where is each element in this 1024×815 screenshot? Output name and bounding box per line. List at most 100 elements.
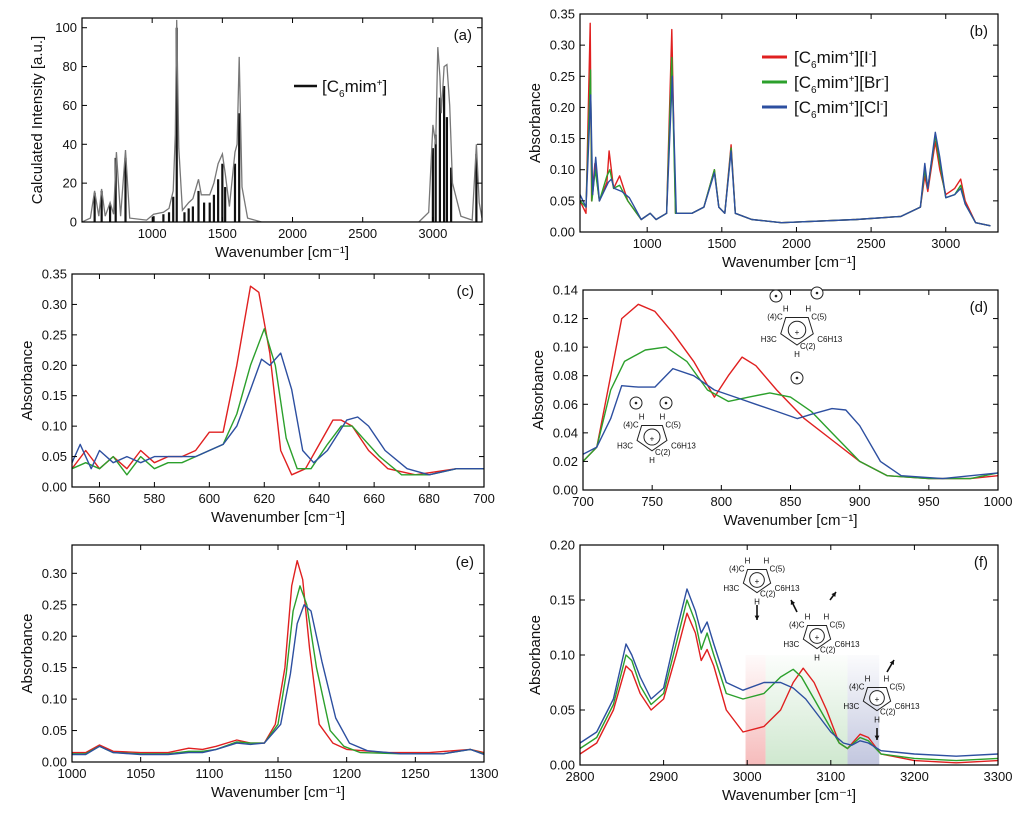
x-tick-label: 3100: [816, 769, 845, 784]
x-tick-label: 2500: [857, 236, 886, 251]
highlight-band: [745, 655, 766, 765]
atom-label: (4)C: [729, 565, 745, 574]
y-tick-label: 0.20: [550, 100, 575, 115]
legend-label-I: [C6mim+][I-]: [794, 48, 877, 71]
plot-frame: [81, 17, 483, 223]
atom-label: H: [659, 413, 665, 422]
x-tick-label: 950: [918, 494, 940, 509]
x-tick-label: 1200: [332, 766, 361, 781]
y-tick-label: 0.20: [550, 538, 575, 553]
y-tick-label: 0: [70, 215, 77, 230]
y-axis-label: Absorbance: [527, 83, 544, 163]
plus-sign: +: [875, 695, 880, 704]
y-axis-label: Absorbance: [530, 350, 547, 430]
atom-label: C6H13: [835, 640, 860, 649]
y-tick-label: 0.15: [550, 593, 575, 608]
x-tick-label: 3000: [931, 236, 960, 251]
plus-sign: +: [815, 633, 820, 642]
atom-label: H: [764, 557, 770, 566]
x-tick-label: 2900: [649, 769, 678, 784]
x-tick-label: 3000: [733, 769, 762, 784]
panel-label: (b): [970, 23, 988, 40]
atom-label: H: [884, 675, 890, 684]
plot-frame: [582, 289, 999, 491]
x-tick-label: 1050: [126, 766, 155, 781]
y-tick-label: 0.10: [553, 340, 578, 355]
ring: [636, 425, 668, 452]
panel-a: 1000 1500 2000 2500 3000 0 20 40 60 80 100 Wavenumb…: [29, 17, 483, 261]
y-tick-label: 0.00: [42, 755, 67, 770]
atom-label: H: [814, 654, 820, 663]
series-line-Br: [583, 346, 998, 480]
atom-label: H: [874, 716, 880, 725]
atom-label: C(2): [880, 708, 896, 717]
atom-label: H: [783, 305, 789, 314]
atom-label: C(2): [760, 590, 776, 599]
x-tick-label: 3200: [900, 769, 929, 784]
arrow-head: [889, 660, 894, 665]
atom-label: C(5): [665, 421, 681, 430]
y-tick-label: 0.06: [553, 397, 578, 412]
y-tick-label: 0.10: [42, 692, 67, 707]
y-axis-label: Absorbance: [19, 613, 36, 693]
x-tick-label: 2000: [782, 236, 811, 251]
dipole-dot: [664, 401, 668, 405]
x-tick-label: 1500: [707, 236, 736, 251]
y-tick-label: 0.25: [42, 327, 67, 342]
legend-a: [C6mim+]: [294, 77, 387, 100]
atom-label: C6H13: [671, 441, 696, 450]
charge-circle: [787, 320, 807, 340]
series-line-I: [72, 560, 484, 754]
arrow-head: [754, 615, 760, 620]
ring: [742, 569, 772, 594]
y-tick-label: 0.08: [553, 368, 578, 383]
series-line-Cl: [72, 352, 484, 476]
y-tick-label: 40: [63, 137, 77, 152]
atom-label: C(2): [820, 646, 836, 655]
y-tick-label: 0.00: [550, 758, 575, 773]
y-tick-label: 0.35: [42, 267, 67, 282]
series-line-I: [580, 612, 998, 764]
y-tick-label: 0.12: [553, 311, 578, 326]
x-tick-label: 1100: [195, 766, 223, 781]
plot-frame: [71, 273, 485, 488]
y-tick-label: 0.14: [553, 283, 578, 298]
y-tick-label: 0.02: [553, 454, 578, 469]
panel-label: (c): [457, 283, 475, 300]
atom-label: H3C: [843, 702, 859, 711]
y-axis-label: Absorbance: [527, 615, 544, 695]
dipole-dot: [774, 294, 778, 298]
atom-label: H: [745, 557, 751, 566]
atom-label: C(5): [889, 683, 905, 692]
y-tick-label: 0.05: [42, 449, 67, 464]
legend-b: [C6mim+][I-][C6mim+][Br-][C6mim+][Cl-]: [762, 48, 889, 121]
x-tick-label: 1250: [401, 766, 430, 781]
x-tick-label: 900: [849, 494, 871, 509]
series-line-Cl: [72, 604, 484, 756]
atom-label: C6H13: [817, 335, 842, 344]
plot-area-e: [72, 560, 484, 756]
arrow-head: [831, 592, 836, 597]
dipole-dot: [815, 291, 819, 295]
x-tick-label: 1000: [138, 226, 167, 241]
panel-label: (e): [456, 554, 474, 571]
y-tick-label: 0.30: [42, 566, 67, 581]
charge-circle: [749, 572, 765, 588]
y-tick-label: 0.10: [42, 419, 67, 434]
atom-label: H: [794, 350, 800, 359]
y-tick-label: 0.05: [42, 723, 67, 738]
dipole-dot: [795, 376, 799, 380]
series-line-Cl: [580, 588, 998, 757]
y-tick-label: 0.05: [550, 703, 575, 718]
atom-label: C6H13: [895, 702, 920, 711]
x-axis-label: Wavenumber [cm⁻¹]: [215, 244, 349, 261]
x-tick-label: 680: [418, 491, 440, 506]
y-tick-label: 100: [55, 20, 77, 35]
atom-label: H: [805, 613, 811, 622]
y-tick-label: 0.10: [550, 648, 575, 663]
plot-area-d: [583, 303, 998, 480]
envelope-line: [82, 19, 482, 222]
